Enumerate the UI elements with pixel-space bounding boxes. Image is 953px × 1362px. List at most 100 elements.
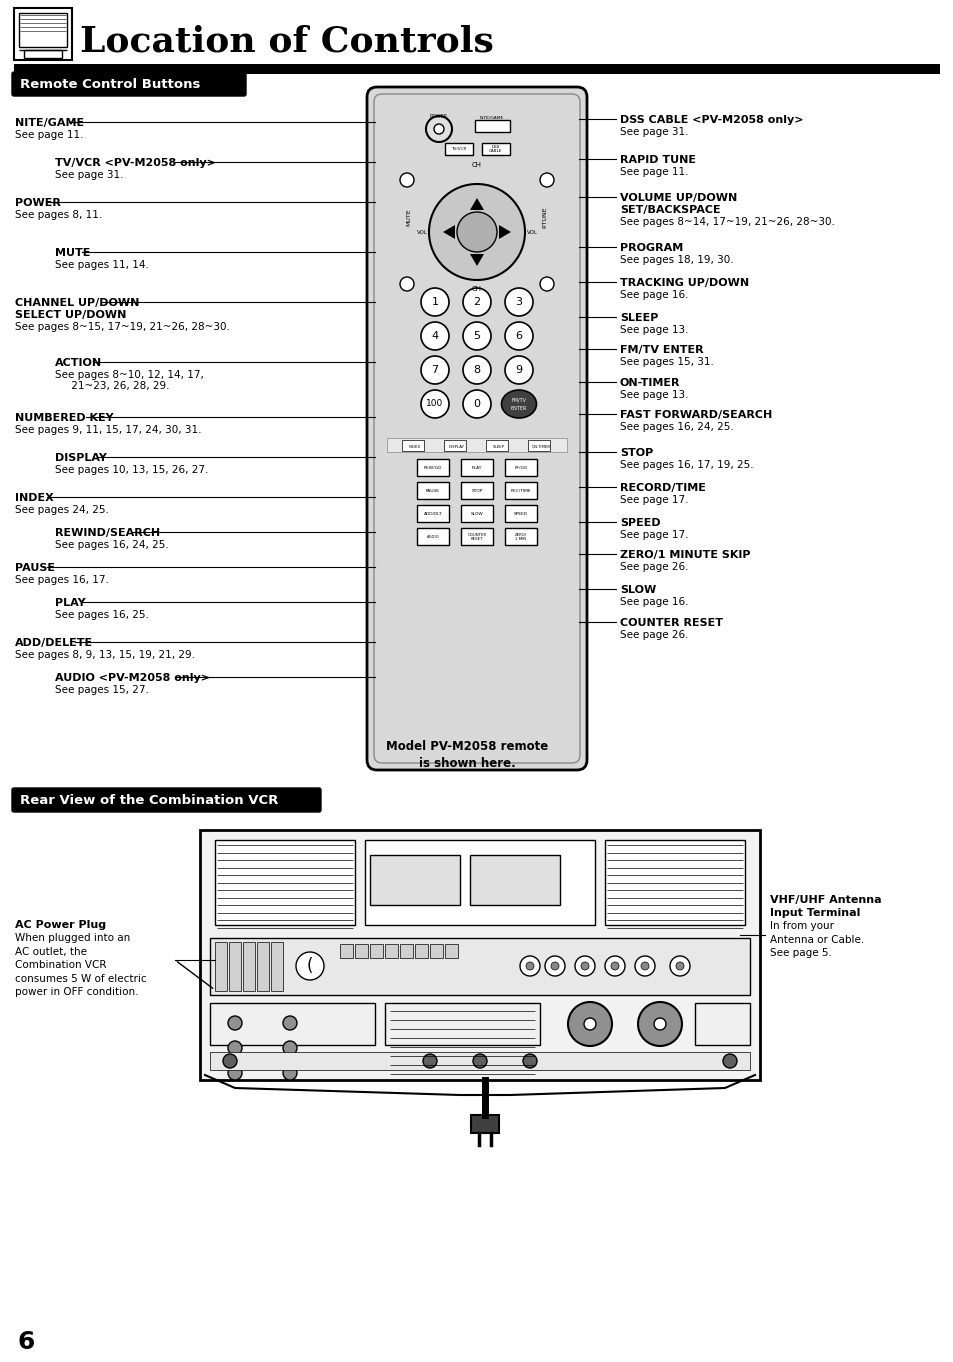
Ellipse shape <box>501 390 536 418</box>
Bar <box>695 1002 749 1045</box>
Bar <box>460 505 493 522</box>
Text: NITE/GAME: NITE/GAME <box>15 118 84 128</box>
Bar <box>210 1002 375 1045</box>
Text: See pages 24, 25.: See pages 24, 25. <box>15 505 109 515</box>
Text: See page 17.: See page 17. <box>619 530 688 539</box>
Circle shape <box>283 1041 296 1056</box>
Text: SLEEP: SLEEP <box>493 445 504 449</box>
Text: 0: 0 <box>473 399 480 409</box>
Text: See page 16.: See page 16. <box>619 597 688 607</box>
Text: See pages 9, 11, 15, 17, 24, 30, 31.: See pages 9, 11, 15, 17, 24, 30, 31. <box>15 425 201 434</box>
Text: MUTE: MUTE <box>55 248 91 257</box>
Text: See pages 10, 13, 15, 26, 27.: See pages 10, 13, 15, 26, 27. <box>55 464 208 475</box>
Text: REW/GO: REW/GO <box>423 466 442 470</box>
Bar <box>243 943 254 992</box>
Text: When plugged into an
AC outlet, the
Combination VCR
consumes 5 W of electric
pow: When plugged into an AC outlet, the Comb… <box>15 933 147 997</box>
Text: AC Power Plug: AC Power Plug <box>15 919 106 930</box>
Text: ON-TIMER: ON-TIMER <box>619 379 679 388</box>
Circle shape <box>434 124 443 133</box>
Circle shape <box>640 962 648 970</box>
Text: FF/GO: FF/GO <box>514 466 527 470</box>
Text: INDEX: INDEX <box>15 493 53 503</box>
Text: NITE/GAME: NITE/GAME <box>479 116 503 120</box>
Circle shape <box>551 962 558 970</box>
Text: VHF/UHF Antenna: VHF/UHF Antenna <box>769 895 881 904</box>
Circle shape <box>575 956 595 977</box>
Text: VOL: VOL <box>416 230 427 234</box>
Text: See pages 16, 17, 19, 25.: See pages 16, 17, 19, 25. <box>619 460 753 470</box>
Circle shape <box>223 1054 236 1068</box>
Bar <box>14 64 939 74</box>
Bar <box>444 143 473 155</box>
Bar <box>210 1051 749 1071</box>
Circle shape <box>456 212 497 252</box>
Bar <box>471 1115 498 1133</box>
Circle shape <box>399 173 414 187</box>
Bar <box>200 829 760 1080</box>
Text: 3: 3 <box>515 297 522 306</box>
Text: STOP: STOP <box>471 489 482 493</box>
Text: SLOW: SLOW <box>619 586 656 595</box>
FancyBboxPatch shape <box>12 72 246 95</box>
Bar <box>214 840 355 925</box>
Circle shape <box>610 962 618 970</box>
Circle shape <box>283 1016 296 1030</box>
Bar <box>504 528 537 545</box>
Circle shape <box>504 321 533 350</box>
Text: ON-TIMER: ON-TIMER <box>531 445 550 449</box>
Text: FAST FORWARD/SEARCH: FAST FORWARD/SEARCH <box>619 410 771 419</box>
Circle shape <box>420 355 449 384</box>
Text: 6: 6 <box>515 331 522 340</box>
Text: (: ( <box>307 957 313 975</box>
Text: ACTION: ACTION <box>55 358 102 368</box>
Text: COUNTER RESET: COUNTER RESET <box>619 618 722 628</box>
Text: See pages 18, 19, 30.: See pages 18, 19, 30. <box>619 255 733 266</box>
Text: DISPLAY: DISPLAY <box>449 445 464 449</box>
Circle shape <box>228 1066 242 1080</box>
Circle shape <box>519 956 539 977</box>
Text: SET/BACKSPACE: SET/BACKSPACE <box>619 206 720 215</box>
Text: In from your
Antenna or Cable.
See page 5.: In from your Antenna or Cable. See page … <box>769 921 863 959</box>
Bar <box>387 439 566 452</box>
Circle shape <box>462 321 491 350</box>
Text: Input Terminal: Input Terminal <box>769 908 860 918</box>
Bar <box>470 855 559 904</box>
Text: Model PV-M2058 remote
is shown here.: Model PV-M2058 remote is shown here. <box>385 740 548 770</box>
Circle shape <box>429 184 524 281</box>
Bar <box>604 840 744 925</box>
Circle shape <box>669 956 689 977</box>
Circle shape <box>583 1017 596 1030</box>
Text: SLOW: SLOW <box>470 512 483 516</box>
Text: ZERO/1 MINUTE SKIP: ZERO/1 MINUTE SKIP <box>619 550 750 560</box>
FancyBboxPatch shape <box>367 87 586 770</box>
Text: See pages 15, 31.: See pages 15, 31. <box>619 357 713 366</box>
Bar <box>370 944 382 957</box>
Text: FM/TV: FM/TV <box>511 398 526 403</box>
Bar <box>444 944 457 957</box>
Text: 6: 6 <box>18 1331 35 1354</box>
Text: PAUSE: PAUSE <box>15 563 55 573</box>
Bar <box>19 14 67 48</box>
Polygon shape <box>498 225 511 238</box>
Text: See pages 8~10, 12, 14, 17,: See pages 8~10, 12, 14, 17, <box>55 370 204 380</box>
Bar <box>443 440 465 451</box>
Circle shape <box>676 962 683 970</box>
Text: REWIND/SEARCH: REWIND/SEARCH <box>55 528 160 538</box>
Text: See page 11.: See page 11. <box>619 168 688 177</box>
Circle shape <box>722 1054 737 1068</box>
Circle shape <box>228 1041 242 1056</box>
Text: AUDIO: AUDIO <box>426 535 439 539</box>
Circle shape <box>228 1016 242 1030</box>
Text: P.TUNE: P.TUNE <box>542 206 547 227</box>
Bar <box>399 944 413 957</box>
Bar <box>430 944 442 957</box>
Circle shape <box>580 962 588 970</box>
Text: 8: 8 <box>473 365 480 375</box>
Bar <box>504 482 537 498</box>
Text: SPEED: SPEED <box>514 512 528 516</box>
Text: See pages 8, 11.: See pages 8, 11. <box>15 210 102 221</box>
Bar <box>416 482 449 498</box>
Text: TV/VCR <PV-M2058 only>: TV/VCR <PV-M2058 only> <box>55 158 215 168</box>
Text: 7: 7 <box>431 365 438 375</box>
Polygon shape <box>470 197 483 210</box>
